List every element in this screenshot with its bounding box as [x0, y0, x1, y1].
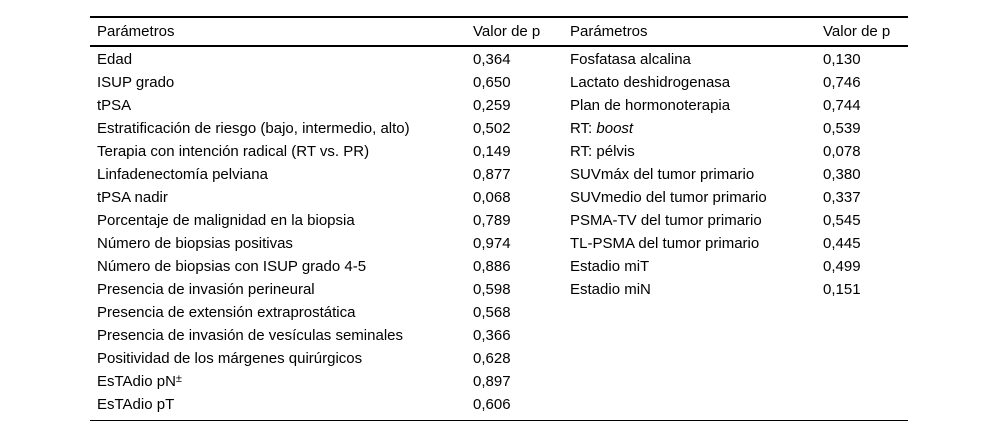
p-value-cell: 0,259 — [473, 97, 511, 114]
p-value-cell: 0,364 — [473, 51, 511, 68]
parameter-cell: Lactato deshidrogenasa — [570, 74, 731, 91]
p-value-cell: 0,499 — [823, 258, 861, 275]
parameter-cell: ISUP grado — [97, 74, 175, 91]
table-row: Presencia de invasión perineural 0,598 — [90, 278, 570, 301]
p-value-cell: 0,877 — [473, 166, 511, 183]
p-value-cell: 0,130 — [823, 51, 861, 68]
table-row: Estadio miN 0,151 — [570, 278, 908, 301]
table-body: Edad 0,364 ISUP grado 0,650 tPSA 0,259 Estrati… — [90, 47, 908, 420]
table-row: Linfadenectomía pelviana 0,877 — [90, 163, 570, 186]
table-row: Número de biopsias positivas 0,974 — [90, 232, 570, 255]
parameter-cell: RT: boost — [570, 120, 634, 137]
p-value-cell: 0,337 — [823, 189, 861, 206]
p-value-cell: 0,151 — [823, 281, 861, 298]
parameter-cell: SUVmedio del tumor primario — [570, 189, 767, 206]
p-value-cell: 0,445 — [823, 235, 861, 252]
p-value-cell: 0,606 — [473, 396, 511, 413]
parameter-cell: Fosfatasa alcalina — [570, 51, 691, 68]
parameter-cell: EsTAdio pN± — [97, 373, 182, 390]
left-p-value-header: Valor de p — [473, 23, 541, 40]
table-row: Presencia de invasión de vesículas semin… — [90, 324, 570, 347]
table-row: EsTAdio pN± 0,897 — [90, 370, 570, 393]
parameter-cell: Número de biopsias con ISUP grado 4-5 — [97, 258, 367, 275]
p-value-cell: 0,789 — [473, 212, 511, 229]
p-value-cell: 0,744 — [823, 97, 861, 114]
table-row: tPSA nadir 0,068 — [90, 186, 570, 209]
table-row: Edad 0,364 — [90, 48, 570, 71]
p-value-cell: 0,502 — [473, 120, 511, 137]
left-parameters-header: Parámetros — [97, 23, 175, 40]
table-row: PSMA-TV del tumor primario 0,545 — [570, 209, 908, 232]
table-row: ISUP grado 0,650 — [90, 71, 570, 94]
parameter-cell: Estadio miT — [570, 258, 650, 275]
table-row: RT: pélvis 0,078 — [570, 140, 908, 163]
table-row: Número de biopsias con ISUP grado 4-5 0,8… — [90, 255, 570, 278]
p-value-cell: 0,886 — [473, 258, 511, 275]
p-value-cell: 0,974 — [473, 235, 511, 252]
table-row: tPSA 0,259 — [90, 94, 570, 117]
parameter-cell: Positividad de los márgenes quirúrgicos — [97, 350, 363, 367]
table-row: SUVmáx del tumor primario 0,380 — [570, 163, 908, 186]
p-value-cell: 0,149 — [473, 143, 511, 160]
parameter-cell: PSMA-TV del tumor primario — [570, 212, 762, 229]
p-value-cell: 0,628 — [473, 350, 511, 367]
parameter-cell: tPSA — [97, 97, 132, 114]
p-value-cell: 0,545 — [823, 212, 861, 229]
table-row: Plan de hormonoterapia 0,744 — [570, 94, 908, 117]
p-value-cell: 0,068 — [473, 189, 511, 206]
p-value-cell: 0,598 — [473, 281, 511, 298]
parameter-cell: Estratificación de riesgo (bajo, interme… — [97, 120, 410, 137]
p-value-cell: 0,568 — [473, 304, 511, 321]
table-row: Fosfatasa alcalina 0,130 — [570, 48, 908, 71]
table-body-right: Fosfatasa alcalina 0,130 Lactato deshidrog… — [570, 48, 908, 301]
p-value-cell: 0,078 — [823, 143, 861, 160]
table-header-row: Parámetros Valor de p Parámetros Valor d… — [90, 18, 908, 47]
parameter-cell: SUVmáx del tumor primario — [570, 166, 755, 183]
right-p-value-header: Valor de p — [823, 23, 891, 40]
parameter-cell: Porcentaje de malignidad en la biopsia — [97, 212, 355, 229]
parameter-cell: tPSA nadir — [97, 189, 168, 206]
right-parameters-header: Parámetros — [570, 23, 648, 40]
p-value-cell: 0,746 — [823, 74, 861, 91]
parameter-cell: RT: pélvis — [570, 143, 635, 160]
table-row: EsTAdio pT 0,606 — [90, 393, 570, 416]
table-row: Presencia de extensión extraprostática 0,… — [90, 301, 570, 324]
parameter-cell: Número de biopsias positivas — [97, 235, 293, 252]
p-value-cell: 0,539 — [823, 120, 861, 137]
parameter-cell: Terapia con intención radical (RT vs. PR… — [97, 143, 370, 160]
parameter-cell: Estadio miN — [570, 281, 651, 298]
table-row: TL-PSMA del tumor primario 0,445 — [570, 232, 908, 255]
parameter-cell: TL-PSMA del tumor primario — [570, 235, 760, 252]
parameter-cell: Plan de hormonoterapia — [570, 97, 731, 114]
parameter-cell: Presencia de invasión perineural — [97, 281, 315, 298]
table-row: Terapia con intención radical (RT vs. PR… — [90, 140, 570, 163]
table-row: Lactato deshidrogenasa 0,746 — [570, 71, 908, 94]
p-value-cell: 0,897 — [473, 373, 511, 390]
table-row: Estadio miT 0,499 — [570, 255, 908, 278]
parameter-cell: EsTAdio pT — [97, 396, 175, 413]
table-row: RT: boost 0,539 — [570, 117, 908, 140]
p-value-cell: 0,380 — [823, 166, 861, 183]
p-value-cell: 0,366 — [473, 327, 511, 344]
parameter-cell: Linfadenectomía pelviana — [97, 166, 268, 183]
table-body-left: Edad 0,364 ISUP grado 0,650 tPSA 0,259 Estrati… — [90, 48, 570, 416]
table-row: Positividad de los márgenes quirúrgicos 0… — [90, 347, 570, 370]
table-row: Estratificación de riesgo (bajo, interme… — [90, 117, 570, 140]
parameter-cell: Presencia de extensión extraprostática — [97, 304, 356, 321]
p-value-cell: 0,650 — [473, 74, 511, 91]
table-row: Porcentaje de malignidad en la biopsia 0,… — [90, 209, 570, 232]
p-value-table: Parámetros Valor de p Parámetros Valor d… — [90, 16, 908, 421]
parameter-cell: Edad — [97, 51, 133, 68]
table-row: SUVmedio del tumor primario 0,337 — [570, 186, 908, 209]
parameter-cell: Presencia de invasión de vesículas semin… — [97, 327, 403, 344]
